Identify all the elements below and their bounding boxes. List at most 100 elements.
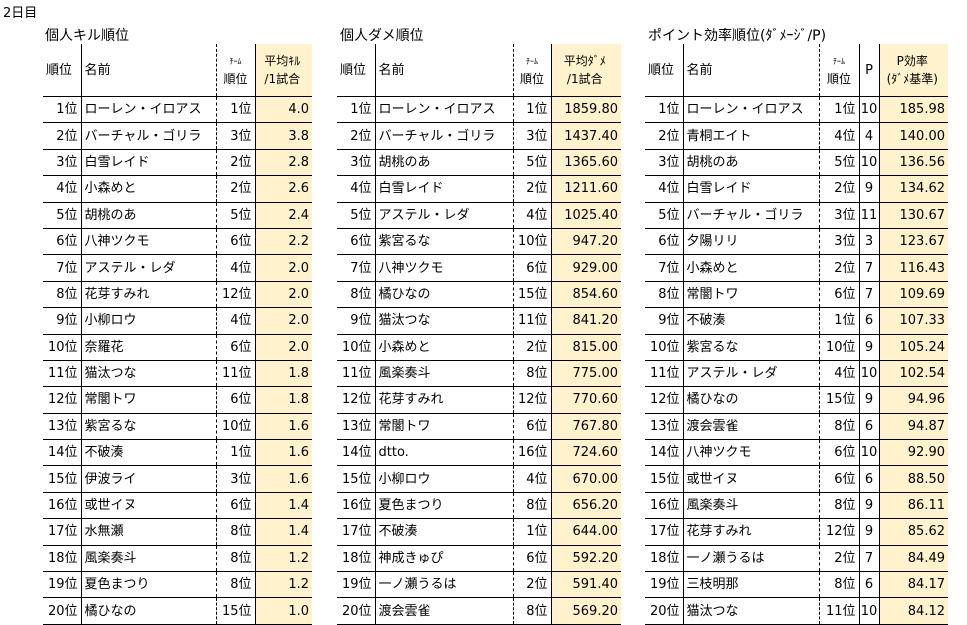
avg-damage-cell: 929.00 [551, 254, 621, 282]
efficiency-cell: 109.69 [879, 280, 948, 308]
avg-kill-header: 平均ｷﾙ/1試合 [255, 44, 312, 97]
name-cell: 一ノ瀬うるは [683, 544, 820, 572]
table-row: 3位 胡桃のあ 5位 10 136.56 [645, 148, 948, 176]
points-cell: 6 [859, 412, 880, 440]
efficiency-cell: 136.56 [879, 148, 948, 176]
name-cell: 小森めと [81, 175, 217, 203]
avg-kill-cell: 3.8 [255, 122, 312, 150]
rank-cell: 8位 [645, 280, 684, 308]
table-row: 17位 水無瀬 8位 1.4 [43, 518, 312, 546]
team-rank-cell: 2位 [513, 175, 552, 203]
avg-kill-cell: 2.4 [255, 201, 312, 229]
team-rank-cell: 11位 [513, 307, 552, 335]
efficiency-cell: 105.24 [879, 333, 948, 361]
name-cell: 猫汰つな [375, 307, 514, 335]
table-row: 11位 猫汰つな 11位 1.8 [43, 359, 312, 387]
team-rank-cell: 8位 [819, 412, 860, 440]
rank-cell: 8位 [43, 280, 82, 308]
efficiency-cell: 130.67 [879, 201, 948, 229]
avg-kill-cell: 2.0 [255, 280, 312, 308]
table-row: 14位 不破湊 1位 1.6 [43, 439, 312, 466]
points-cell: 7 [859, 254, 880, 282]
table-row: 19位 夏色まつり 8位 1.2 [43, 571, 312, 598]
avg-kill-cell: 2.8 [255, 148, 312, 176]
rank-cell: 2位 [337, 122, 376, 150]
avg-kill-cell: 1.4 [255, 491, 312, 519]
efficiency-cell: 123.67 [879, 227, 948, 255]
points-cell: 9 [859, 518, 880, 546]
name-cell: 紫宮るな [81, 412, 217, 440]
team-rank-cell: 8位 [513, 491, 552, 519]
team-rank-cell: 6位 [819, 280, 860, 308]
table-row: 8位 花芽すみれ 12位 2.0 [43, 280, 312, 308]
table-row: 18位 風楽奏斗 8位 1.2 [43, 544, 312, 572]
rank-cell: 19位 [337, 571, 376, 598]
name-cell: 風楽奏斗 [81, 544, 217, 572]
rank-cell: 15位 [43, 465, 82, 493]
name-cell: 橘ひなの [683, 386, 820, 414]
table-row: 17位 不破湊 1位 644.00 [337, 518, 621, 546]
avg-damage-cell: 1859.80 [551, 95, 621, 123]
avg-kill-cell: 1.8 [255, 386, 312, 414]
table-row: 7位 アステル・レダ 4位 2.0 [43, 254, 312, 282]
efficiency-header: P効率 (ﾀﾞﾒ基準) [879, 44, 948, 97]
rank-cell: 5位 [43, 201, 82, 229]
efficiency-cell: 94.96 [879, 386, 948, 414]
table-row: 1位 ローレン・イロアス 1位 10 185.98 [645, 95, 948, 123]
efficiency-cell: 140.00 [879, 122, 948, 150]
rank-cell: 13位 [337, 412, 376, 440]
name-cell: 或世イヌ [683, 465, 820, 493]
name-cell: 猫汰つな [81, 359, 217, 387]
avg-kill-cell: 1.0 [255, 597, 312, 625]
rank-cell: 20位 [337, 597, 376, 625]
kill-ranking-title: 個人キル順位 [45, 28, 129, 44]
name-cell: ローレン・イロアス [81, 95, 217, 123]
team-rank-cell: 8位 [819, 491, 860, 519]
name-cell: 紫宮るな [375, 227, 514, 255]
rank-cell: 19位 [645, 571, 684, 598]
name-cell: 小柳ロウ [375, 465, 514, 493]
rank-cell: 14位 [645, 439, 684, 466]
table-row: 16位 夏色まつり 8位 656.20 [337, 491, 621, 519]
name-cell: ローレン・イロアス [683, 95, 820, 123]
rank-cell: 15位 [337, 465, 376, 493]
name-cell: 風楽奏斗 [375, 359, 514, 387]
table-row: 7位 八神ツクモ 6位 929.00 [337, 254, 621, 282]
name-cell: 紫宮るな [683, 333, 820, 361]
day-label: 2日目 [3, 6, 38, 21]
name-cell: アステル・レダ [81, 254, 217, 282]
name-cell: 花芽すみれ [375, 386, 514, 414]
rank-cell: 14位 [337, 439, 376, 466]
name-cell: 不破湊 [683, 307, 820, 335]
damage-ranking-table: 順位 名前 ﾁｰﾑ 順位 平均ﾀﾞﾒ/1試合 1位 ローレン・イロアス 1位 1859.… [337, 44, 621, 625]
name-cell: 八神ツクモ [683, 439, 820, 466]
efficiency-ranking-table: 順位 名前 ﾁｰﾑ 順位 P P効率 (ﾀﾞﾒ基準) 1位 ローレン・イロアス 1位 10… [645, 44, 948, 625]
avg-damage-cell: 591.40 [551, 571, 621, 598]
name-cell: 猫汰つな [683, 597, 820, 625]
points-cell: 10 [859, 148, 880, 176]
team-rank-cell: 1位 [216, 439, 256, 466]
table-row: 4位 白雪レイド 2位 1211.60 [337, 175, 621, 203]
name-cell: 橘ひなの [375, 280, 514, 308]
rank-cell: 4位 [645, 175, 684, 203]
kill-ranking-table: 順位 名前 ﾁｰﾑ 順位 平均ｷﾙ/1試合 1位 ローレン・イロアス 1位 4.0 2位バ… [43, 44, 312, 625]
table-row: 9位 小柳ロウ 4位 2.0 [43, 307, 312, 335]
team-rank-cell: 6位 [513, 254, 552, 282]
team-rank-cell: 11位 [819, 597, 860, 625]
points-cell: 4 [859, 122, 880, 150]
table-row: 10位 小森めと 2位 815.00 [337, 333, 621, 361]
name-cell: 胡桃のあ [81, 201, 217, 229]
name-cell: 青桐エイト [683, 122, 820, 150]
rank-header: 順位 [43, 44, 82, 97]
avg-kill-cell: 1.8 [255, 359, 312, 387]
team-rank-cell: 5位 [819, 148, 860, 176]
efficiency-cell: 84.17 [879, 571, 948, 598]
avg-kill-cell: 2.6 [255, 175, 312, 203]
team-rank-cell: 10位 [819, 333, 860, 361]
name-cell: バーチャル・ゴリラ [375, 122, 514, 150]
name-cell: バーチャル・ゴリラ [81, 122, 217, 150]
rank-cell: 11位 [43, 359, 82, 387]
team-rank-cell: 8位 [513, 597, 552, 625]
team-rank-cell: 12位 [513, 386, 552, 414]
avg-damage-cell: 1365.60 [551, 148, 621, 176]
